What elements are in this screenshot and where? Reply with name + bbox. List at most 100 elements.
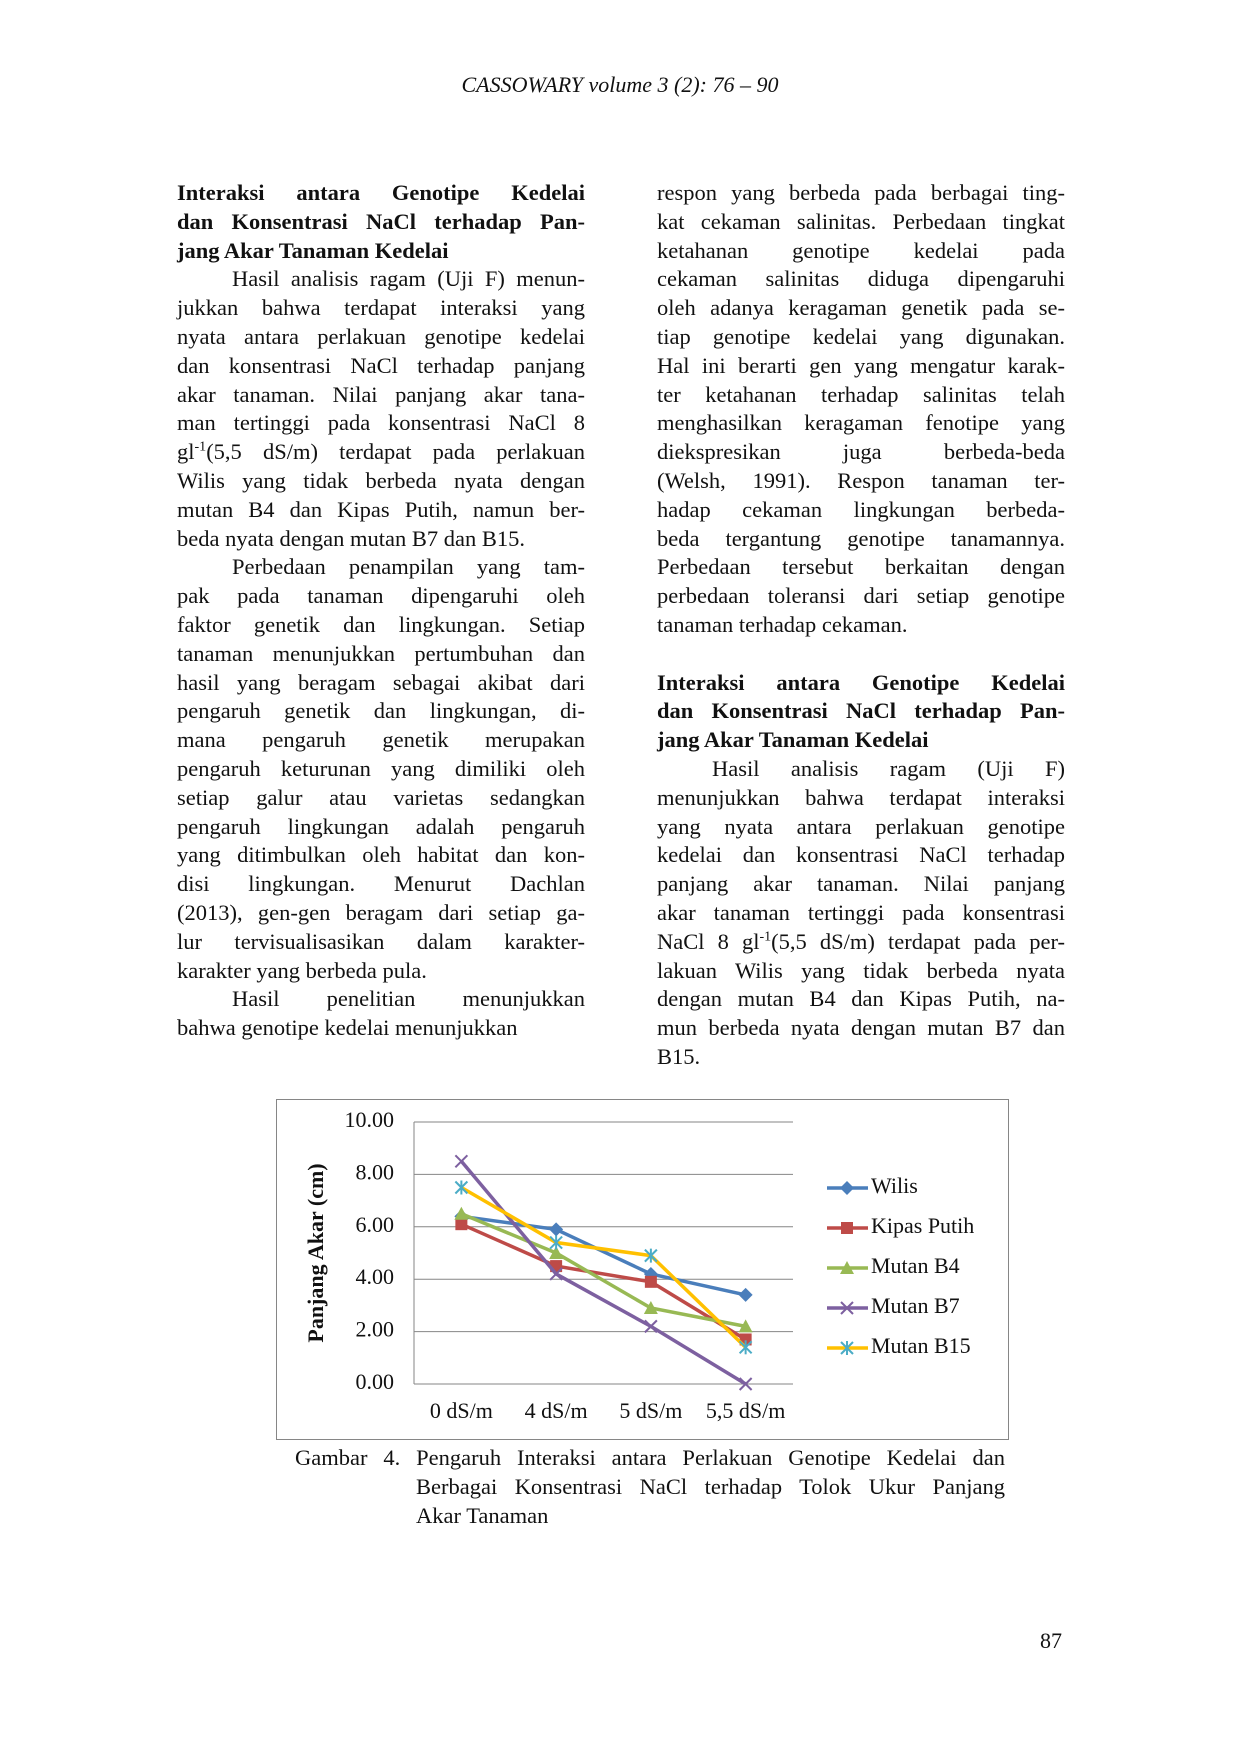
text-line: Hasil penelitian menunjukkan	[232, 986, 585, 1012]
text-line: panjang akar tanaman. Nilai panjang	[657, 871, 1065, 897]
legend-entry: Mutan B7	[827, 1293, 960, 1318]
series-line	[460, 1160, 747, 1386]
text-line: beda tergantung genotipe tanamannya.	[657, 525, 1065, 551]
marker-stroke	[549, 1267, 563, 1281]
marker	[454, 1154, 469, 1169]
paragraph: Hasil penelitian menunjukkan bahwa genoti…	[177, 985, 585, 1043]
running-header: CASSOWARY volume 3 (2): 76 – 90	[461, 72, 779, 97]
series-line	[460, 1185, 747, 1349]
superscript: -1	[194, 439, 207, 455]
marker	[644, 1275, 657, 1288]
marker	[643, 1301, 658, 1315]
marker	[738, 1377, 753, 1391]
marker	[840, 1301, 854, 1315]
marker	[455, 1218, 468, 1231]
text-line: Wilis yang tidak berbeda nyata dengan	[177, 467, 585, 493]
y-tick-label: 10.00	[345, 1107, 395, 1132]
x-tick-label: 5 dS/m	[619, 1398, 682, 1423]
text-line: hasil yang beragam sebagai akibat dari	[177, 669, 585, 695]
left-column: Interaksi antara Genotipe Kedelai dan Kon…	[177, 179, 585, 1043]
y-tick-label: 2.00	[356, 1317, 395, 1342]
text-line: Berbagai Konsentrasi NaCl terhadap Tolok…	[416, 1473, 1005, 1499]
text-line: tanaman menunjukkan pertumbuhan dan	[177, 640, 585, 666]
text-line: pak pada tanaman dipengaruhi oleh	[177, 583, 585, 609]
text-line: ter ketahanan terhadap salinitas telah	[657, 381, 1065, 407]
legend-entry: Mutan B4	[827, 1253, 960, 1278]
text-line: akar tanaman tertinggi pada konsentrasi	[657, 899, 1065, 925]
text-segment: (5,5 dS/m) terdapat pada perlakuan	[206, 439, 585, 465]
text-line: Akar Tanaman	[416, 1502, 549, 1528]
text-line: Gambar 4. Pengaruh Interaksi antara Perl…	[295, 1445, 1005, 1470]
legend-label: Mutan B15	[871, 1333, 971, 1358]
marker	[454, 1206, 469, 1220]
text-line: respon yang berbeda pada berbagai ting-	[657, 180, 1065, 205]
marker	[738, 1340, 753, 1355]
text-line: yang ditimbulkan oleh habitat dan kon-	[177, 842, 585, 868]
legend-entry: Mutan B15	[827, 1333, 971, 1358]
text-line: ketahanan genotipe kedelai pada	[657, 237, 1065, 263]
chart: Panjang Akar (cm) 0.00 2.00 4.00 6.00 8.00 10…	[276, 1099, 1009, 1440]
text-line: jang Akar Tanaman Kedelai	[177, 237, 449, 263]
text-line: Perbedaan tersebut berkaitan dengan	[657, 554, 1065, 580]
marker	[549, 1235, 563, 1250]
text-line: menghasilkan keragaman fenotipe yang	[657, 410, 1065, 436]
marker-stroke	[738, 1377, 753, 1391]
page-number: 87	[1040, 1628, 1062, 1653]
marker	[549, 1267, 563, 1281]
marker	[840, 1341, 854, 1355]
text-line: oleh adanya keragaman genetik pada se-	[657, 295, 1065, 321]
marker	[549, 1222, 564, 1237]
text-line: (Welsh, 1991). Respon tanaman ter-	[657, 467, 1065, 493]
text-line: yang nyata antara perlakuan genotipe	[657, 813, 1065, 839]
text-line: (2013), gen-gen beragam dari setiap ga-	[177, 899, 585, 925]
x-tick-label: 5,5 dS/m	[706, 1398, 785, 1423]
text-line: lur tervisualisasikan dalam karakter-	[177, 928, 585, 954]
section-heading: Interaksi antara Genotipe Kedelai dan Kon…	[657, 669, 1065, 755]
text-line: jang Akar Tanaman Kedelai	[657, 727, 929, 753]
text-line: diekspresikan juga berbeda-beda	[657, 439, 1065, 465]
text-line: bahwa genotipe kedelai menunjukkan	[177, 1015, 518, 1041]
series-line	[461, 1214, 747, 1297]
text-line: cekaman salinitas diduga dipengaruhi	[657, 266, 1065, 292]
text-line: menunjukkan bahwa terdapat interaksi	[657, 784, 1065, 810]
text-line: Perbedaan penampilan yang tam-	[232, 554, 585, 580]
text-line: Interaksi antara Genotipe Kedelai	[657, 669, 1065, 695]
marker-stroke	[840, 1301, 854, 1315]
text-line: nyata antara perlakuan genotipe kedelai	[177, 323, 585, 349]
text-line: man tertinggi pada konsentrasi NaCl 8	[177, 410, 585, 436]
text-line: lakuan Wilis yang tidak berbeda nyata	[657, 957, 1065, 983]
text-line: tanaman terhadap cekaman.	[657, 611, 908, 637]
text-line: tiap genotipe kedelai yang digunakan.	[657, 323, 1065, 349]
text-line: pengaruh keturunan yang dimiliki oleh	[177, 755, 585, 781]
text-line: Hasil analisis ragam (Uji F)	[712, 755, 1065, 781]
y-tick-label: 8.00	[356, 1159, 395, 1184]
text-line: kedelai dan konsentrasi NaCl terhadap	[657, 842, 1065, 868]
text-line: perbedaan toleransi dari setiap genotipe	[657, 583, 1065, 609]
text-line: dan Konsentrasi NaCl terhadap Pan-	[657, 698, 1065, 724]
paragraph: Perbedaan penampilan yang tam-pak pada t…	[177, 553, 585, 985]
text-line: beda nyata dengan mutan B7 dan B15.	[177, 525, 526, 551]
section-heading: Interaksi antara Genotipe Kedelai dan Kon…	[177, 179, 585, 265]
text-line: NaCl 8 gl-1(5,5 dS/m) terdapat pada per-	[657, 928, 1065, 957]
x-tick-label: 0 dS/m	[430, 1398, 493, 1423]
text-line: pengaruh genetik dan lingkungan, di-	[177, 698, 585, 724]
paragraph: Hasil analisis ragam (Uji F) menun-jukka…	[177, 265, 585, 553]
text-line: disi lingkungan. Menurut Dachlan	[177, 871, 585, 897]
legend-label: Kipas Putih	[871, 1213, 974, 1238]
marker	[738, 1287, 753, 1302]
marker	[840, 1261, 854, 1274]
text-line: Hasil analisis ragam (Uji F) menun-	[232, 266, 585, 292]
legend-entry: Wilis	[827, 1173, 918, 1198]
marker-stroke	[644, 1319, 658, 1334]
paragraph: Hasil analisis ragam (Uji F) menunjukkan …	[657, 755, 1065, 1072]
text-segment: NaCl 8 gl	[657, 928, 760, 954]
text-line: hadap cekaman lingkungan berbeda-	[657, 496, 1065, 522]
marker	[841, 1222, 853, 1234]
text-line: dan Konsentrasi NaCl terhadap Pan-	[177, 208, 585, 234]
marker	[454, 1180, 469, 1195]
text-line: mana pengaruh genetik merupakan	[177, 727, 585, 753]
y-axis-title: Panjang Akar (cm)	[303, 1163, 328, 1342]
text-line: jukkan bahwa terdapat interaksi yang	[177, 295, 585, 321]
text-line: karakter yang berbeda pula.	[177, 957, 427, 983]
